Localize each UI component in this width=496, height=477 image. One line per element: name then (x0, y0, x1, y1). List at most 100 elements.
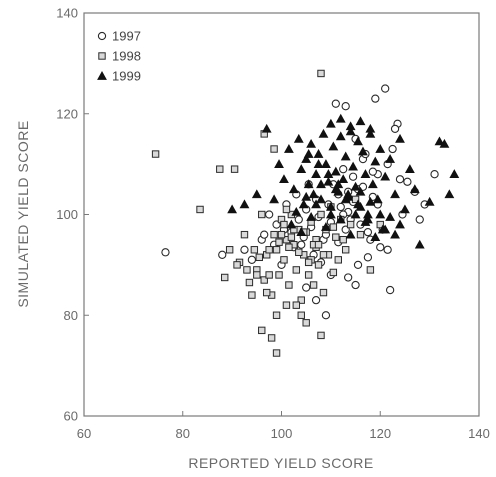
data-point-1999 (395, 133, 405, 143)
series-1997 (161, 84, 439, 320)
data-point-1999 (301, 191, 312, 201)
data-point-1999 (313, 149, 324, 158)
data-point-1999 (303, 149, 314, 158)
data-point-1999 (370, 156, 381, 166)
data-point-1997 (339, 165, 348, 174)
data-point-1997 (341, 102, 350, 111)
data-point-1998 (275, 271, 283, 279)
data-point-1997 (336, 202, 345, 212)
data-point-1998 (319, 251, 328, 259)
x-tick-label: 60 (77, 426, 91, 441)
data-point-1998 (277, 230, 286, 239)
ticks-layer: 60 80 100 120 140 60 80 100 120 140 (56, 6, 490, 442)
data-point-1999 (251, 189, 262, 199)
data-point-1997 (294, 215, 303, 224)
x-tick-label: 120 (369, 426, 391, 441)
data-point-1998 (334, 256, 342, 264)
data-point-1997 (311, 295, 321, 305)
data-point-1999 (298, 199, 309, 209)
data-point-1997 (240, 245, 249, 254)
data-point-1999 (283, 143, 294, 153)
data-point-1999 (313, 159, 324, 168)
legend-label-1998: 1998 (112, 49, 141, 64)
data-point-1997 (331, 99, 340, 108)
data-point-1999 (328, 141, 339, 151)
data-point-1997 (368, 167, 377, 176)
data-point-1999 (345, 126, 356, 136)
data-point-1999 (325, 201, 336, 211)
data-point-1997 (353, 260, 363, 270)
data-point-1997 (297, 240, 306, 249)
data-point-1999 (362, 209, 373, 219)
data-point-1999 (365, 128, 376, 138)
data-point-1999 (365, 196, 376, 206)
x-tick-label: 140 (468, 426, 490, 441)
data-point-1997 (430, 170, 439, 179)
data-point-1999 (325, 209, 336, 219)
data-point-1998 (255, 253, 263, 262)
data-point-1999 (370, 232, 381, 241)
legend-item-1998: 1998 (98, 49, 141, 64)
legend-label-1997: 1997 (112, 29, 141, 44)
data-point-1999 (308, 189, 319, 199)
data-point-1998 (270, 145, 278, 153)
y-tick-label: 120 (56, 106, 78, 121)
data-point-1999 (358, 146, 368, 156)
data-point-1999 (338, 174, 349, 184)
data-point-1997 (348, 172, 358, 181)
data-point-1998 (317, 331, 325, 340)
data-point-1997 (376, 243, 385, 252)
data-point-1998 (265, 246, 273, 254)
x-tick-label: 80 (176, 426, 190, 441)
data-point-1997 (403, 177, 412, 186)
data-point-1999 (269, 194, 280, 204)
data-point-1999 (286, 219, 297, 229)
data-point-1999 (385, 212, 396, 221)
data-point-1998 (341, 246, 350, 254)
data-point-1998 (270, 230, 278, 239)
data-point-1999 (372, 194, 383, 204)
data-point-1998 (302, 319, 310, 327)
data-point-1999 (360, 169, 371, 179)
data-point-1999 (390, 189, 400, 199)
legend-item-1997: 1997 (97, 29, 141, 44)
data-point-1998 (282, 205, 291, 214)
data-point-1997 (321, 311, 331, 320)
data-point-1997 (265, 210, 274, 219)
data-point-1999 (321, 159, 331, 168)
data-point-1999 (365, 123, 376, 133)
data-point-1998 (317, 210, 325, 219)
data-point-1997 (388, 144, 397, 154)
data-point-1998 (339, 235, 347, 244)
data-point-1999 (345, 229, 356, 239)
data-point-1999 (261, 123, 272, 133)
y-tick-label: 100 (56, 207, 78, 222)
axes-layer (83, 12, 480, 417)
data-point-1999 (301, 154, 312, 163)
data-point-1998 (230, 165, 239, 173)
data-point-1998 (260, 276, 268, 284)
data-point-1999 (325, 118, 336, 128)
legend-label-1999: 1999 (112, 69, 141, 84)
data-point-1998 (317, 69, 325, 78)
data-point-1999 (375, 209, 386, 219)
data-point-1998 (285, 281, 293, 289)
data-point-1999 (323, 169, 334, 179)
data-point-1997 (161, 248, 170, 257)
data-point-1998 (258, 326, 266, 335)
data-point-1999 (400, 204, 410, 214)
data-point-1999 (296, 164, 307, 173)
data-point-1998 (250, 246, 259, 254)
data-point-1998 (332, 233, 340, 241)
data-point-1998 (287, 233, 296, 241)
y-tick-label: 60 (64, 409, 78, 424)
data-point-1998 (314, 241, 323, 249)
data-point-1999 (306, 138, 317, 148)
data-point-1998 (329, 268, 338, 277)
data-point-1999 (353, 136, 363, 146)
data-point-1997 (385, 285, 395, 295)
legend: 1997 1998 1999 (97, 29, 141, 84)
data-point-1998 (267, 334, 276, 342)
data-point-1999 (353, 199, 363, 209)
